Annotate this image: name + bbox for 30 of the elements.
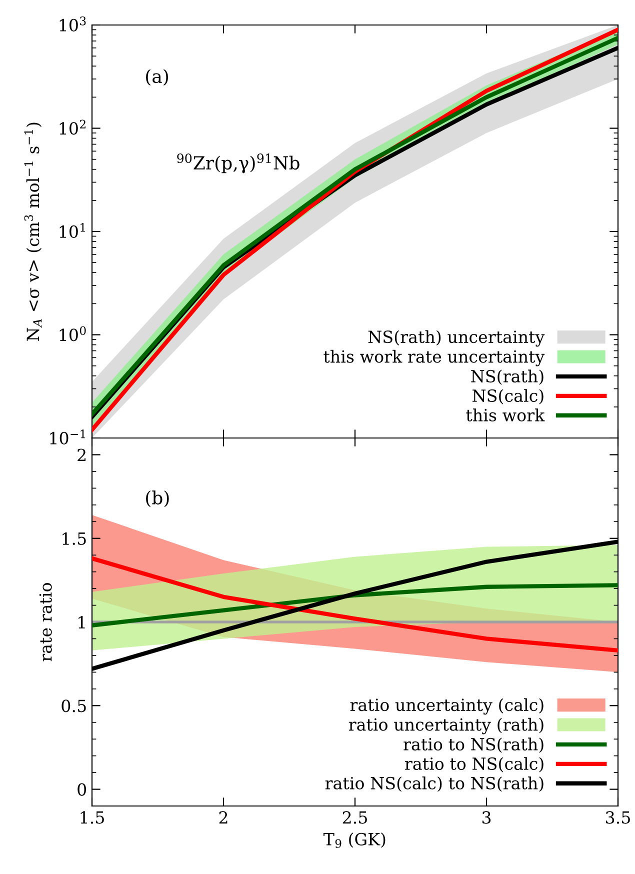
x-tick-label: 2: [219, 811, 228, 824]
legend-label: NS(calc): [472, 389, 544, 404]
y-tick-label: 0.5: [62, 700, 86, 712]
y-tick-label: 10$^{3}$: [60, 16, 86, 32]
legend-label: NS(rath): [471, 370, 544, 385]
legend-label: this work rate uncertainty: [324, 350, 545, 366]
legend-label: ratio to NS(calc): [405, 757, 544, 772]
y-tick-label: 10$^{−1}$: [50, 430, 86, 444]
y-tick-label: 10$^{0}$: [60, 326, 86, 342]
y-axis-title: rate ratio: [39, 582, 52, 662]
annotation: (b): [146, 490, 169, 508]
y-tick-label: 0: [78, 783, 86, 796]
y-tick-label: 10$^{2}$: [60, 120, 86, 135]
text: N$_{A}$ <σ v> (cm$^{3}$ mol$^{−1}$ s$^{−1}$): [24, 122, 42, 341]
legend-label: ratio uncertainty (rath): [348, 718, 544, 734]
legend-label: ratio uncertainty (calc): [350, 698, 544, 715]
y-tick-label: 1: [78, 616, 85, 628]
y-tick-label: 2: [78, 448, 86, 462]
y-tick-label: 10$^{1}$: [60, 223, 85, 238]
y-tick-label: 1.5: [62, 532, 86, 545]
legend-label: ratio NS(calc) to NS(rath): [325, 776, 544, 792]
legend-label: NS(rath) uncertainty: [368, 330, 545, 347]
annotation: $^{90}$Zr(p,γ)$^{91}$Nb: [177, 153, 300, 174]
x-tick-label: 3: [482, 811, 491, 824]
x-tick-label: 3.5: [606, 811, 630, 824]
x-tick-label: 2.5: [342, 811, 367, 824]
x-axis-title: T$_{9}$ (GK): [323, 832, 386, 848]
legend-label: this work: [466, 408, 545, 422]
annotation: (a): [146, 69, 168, 86]
legend-label: ratio to NS(rath): [404, 738, 544, 753]
